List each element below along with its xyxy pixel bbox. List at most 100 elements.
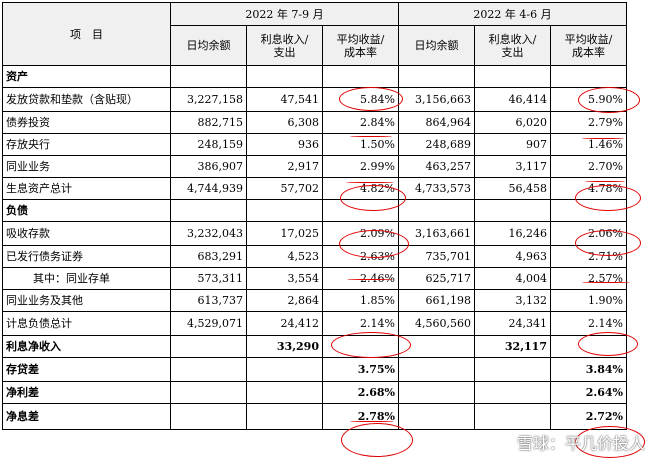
- cell-q3-rate: [322, 335, 399, 358]
- cell-q3-balance: 3,232,043: [170, 221, 247, 246]
- cell-q2-rate: [550, 65, 627, 88]
- cell-q3-rate: 2.68%: [322, 381, 399, 404]
- header-col-interest: 利息收入/ 支出: [246, 25, 323, 66]
- row-label: 债券投资: [2, 111, 171, 134]
- watermark: 雪球：平几价投人: [516, 434, 645, 453]
- cell-q3-interest: 6,308: [246, 111, 323, 134]
- cell-q3-balance: [170, 199, 247, 222]
- table-row: 存放央行 248,159 936 1.50% 248,689 907 1.46%: [2, 133, 627, 156]
- table-row: 发放贷款和垫款（含贴现） 3,227,158 47,541 5.84% 3,156,66…: [2, 87, 627, 112]
- header-item: 项 目: [2, 2, 171, 66]
- cell-q3-interest: 33,290: [246, 335, 323, 358]
- cell-q3-rate: 2.14%: [322, 311, 399, 336]
- cell-q3-interest: [246, 381, 323, 404]
- table-row: 债券投资 882,715 6,308 2.84% 864,964 6,020 2.79%: [2, 111, 627, 134]
- cell-q3-interest: 936: [246, 133, 323, 156]
- cell-q3-balance: [170, 335, 247, 358]
- row-label: 发放贷款和垫款（含贴现）: [2, 87, 171, 112]
- cell-q2-interest: [474, 199, 551, 222]
- cell-q2-rate: 2.79%: [550, 111, 627, 134]
- section-row: 资产: [2, 65, 627, 88]
- cell-q2-rate: [550, 335, 627, 358]
- table-row: 净息差 2.78% 2.72%: [2, 403, 627, 430]
- row-label: 吸收存款: [2, 221, 171, 246]
- row-label: 已发行债务证券: [2, 245, 171, 268]
- cell-q3-interest: 2,864: [246, 289, 323, 312]
- row-label: 其中：同业存单: [2, 267, 171, 290]
- header-col-avg-balance: 日均余额: [398, 25, 475, 66]
- cell-q2-interest: 3,117: [474, 155, 551, 178]
- table-row: 同业业务及其他 613,737 2,864 1.85% 661,198 3,132 1.90…: [2, 289, 627, 312]
- cell-q2-balance: [398, 65, 475, 88]
- cell-q3-balance: 613,737: [170, 289, 247, 312]
- cell-q2-interest: 56,458: [474, 177, 551, 200]
- cell-q2-balance: 625,717: [398, 267, 475, 290]
- cell-q3-interest: 57,702: [246, 177, 323, 200]
- cell-q2-balance: 463,257: [398, 155, 475, 178]
- cell-q3-balance: 4,529,071: [170, 311, 247, 336]
- header-period-q3: 2022 年 7-9 月: [170, 2, 399, 26]
- interest-yield-table: 项 目 2022 年 7-9 月 2022 年 4-6 月 日均余额 利息收入/ …: [2, 2, 627, 430]
- cell-q3-rate: [322, 199, 399, 222]
- cell-q2-balance: 4,560,560: [398, 311, 475, 336]
- cell-q2-interest: 6,020: [474, 111, 551, 134]
- cell-q2-rate: 2.06%: [550, 221, 627, 246]
- cell-q2-rate: 2.72%: [550, 403, 627, 430]
- cell-q2-interest: [474, 381, 551, 404]
- cell-q2-balance: [398, 403, 475, 430]
- cell-q3-interest: [246, 65, 323, 88]
- row-label: 同业业务及其他: [2, 289, 171, 312]
- cell-q3-rate: 1.50%: [322, 133, 399, 156]
- cell-q3-rate: 2.63%: [322, 245, 399, 268]
- cell-q3-rate: 2.78%: [322, 403, 399, 430]
- cell-q3-rate: 2.46%: [322, 267, 399, 290]
- cell-q3-balance: [170, 357, 247, 382]
- table-row: 已发行债务证券 683,291 4,523 2.63% 735,701 4,963 2.71…: [2, 245, 627, 268]
- cell-q3-balance: 882,715: [170, 111, 247, 134]
- cell-q3-rate: 2.09%: [322, 221, 399, 246]
- cell-q3-rate: 1.85%: [322, 289, 399, 312]
- cell-q2-interest: [474, 403, 551, 430]
- cell-q2-rate: 2.57%: [550, 267, 627, 290]
- cell-q3-rate: 5.84%: [322, 87, 399, 112]
- row-label: 存放央行: [2, 133, 171, 156]
- row-label: 负债: [2, 199, 171, 222]
- table-row: 生息资产总计 4,744,939 57,702 4.82% 4,733,573 56,45…: [2, 177, 627, 200]
- cell-q3-rate: [322, 65, 399, 88]
- cell-q3-rate: 4.82%: [322, 177, 399, 200]
- cell-q3-balance: 3,227,158: [170, 87, 247, 112]
- row-label: 资产: [2, 65, 171, 88]
- cell-q2-rate: 2.14%: [550, 311, 627, 336]
- cell-q3-rate: 3.75%: [322, 357, 399, 382]
- cell-q2-interest: 24,341: [474, 311, 551, 336]
- cell-q2-rate: 4.78%: [550, 177, 627, 200]
- header-col-yield-rate: 平均收益/ 成本率: [550, 25, 627, 66]
- cell-q2-interest: 46,414: [474, 87, 551, 112]
- financial-table-container: 项 目 2022 年 7-9 月 2022 年 4-6 月 日均余额 利息收入/ …: [2, 2, 627, 430]
- header-period-q2: 2022 年 4-6 月: [398, 2, 627, 26]
- cell-q3-balance: [170, 381, 247, 404]
- cell-q2-rate: 1.90%: [550, 289, 627, 312]
- cell-q2-interest: 32,117: [474, 335, 551, 358]
- cell-q2-rate: 2.64%: [550, 381, 627, 404]
- header-col-interest: 利息收入/ 支出: [474, 25, 551, 66]
- row-label: 净息差: [2, 403, 171, 430]
- cell-q2-rate: 5.90%: [550, 87, 627, 112]
- cell-q3-interest: 24,412: [246, 311, 323, 336]
- cell-q3-balance: 4,744,939: [170, 177, 247, 200]
- cell-q2-balance: 864,964: [398, 111, 475, 134]
- cell-q2-rate: [550, 199, 627, 222]
- cell-q2-rate: 1.46%: [550, 133, 627, 156]
- table-row: 存贷差 3.75% 3.84%: [2, 357, 627, 382]
- row-label: 净利差: [2, 381, 171, 404]
- cell-q3-interest: 17,025: [246, 221, 323, 246]
- cell-q3-interest: [246, 403, 323, 430]
- table-row: 吸收存款 3,232,043 17,025 2.09% 3,163,661 16,246 2…: [2, 221, 627, 246]
- cell-q2-interest: 3,132: [474, 289, 551, 312]
- cell-q2-balance: 4,733,573: [398, 177, 475, 200]
- row-label: 同业业务: [2, 155, 171, 178]
- cell-q2-balance: 735,701: [398, 245, 475, 268]
- row-label: 利息净收入: [2, 335, 171, 358]
- cell-q3-interest: 47,541: [246, 87, 323, 112]
- cell-q2-balance: [398, 335, 475, 358]
